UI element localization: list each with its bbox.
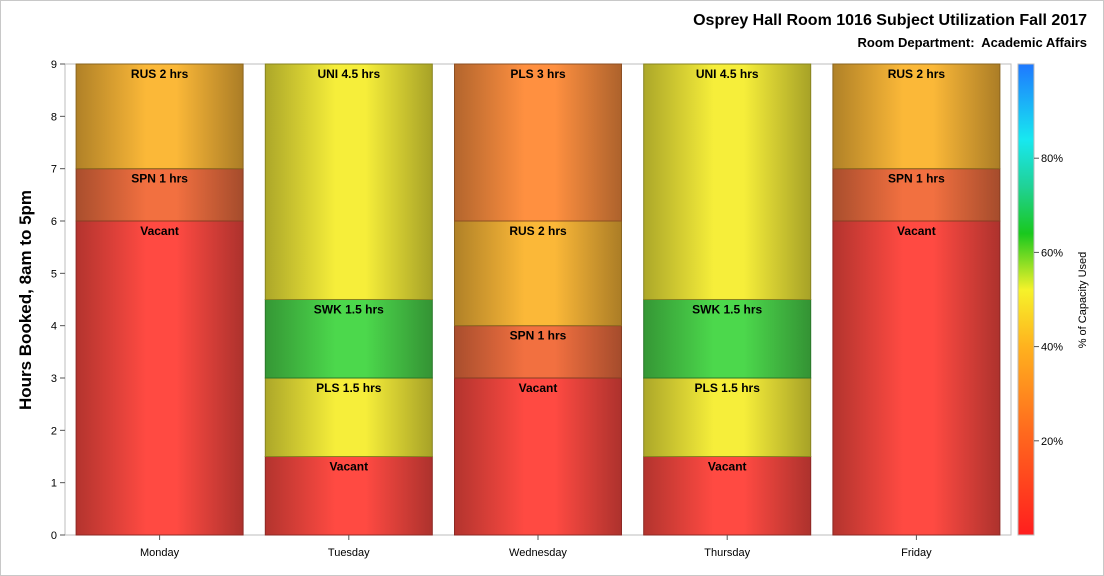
x-tick-label: Monday	[140, 547, 180, 559]
segment-label: Vacant	[897, 224, 936, 238]
colorbar-tick-label: 60%	[1041, 247, 1063, 259]
y-tick-label: 3	[51, 373, 57, 385]
colorbar-tick-label: 80%	[1041, 153, 1063, 165]
segment-label: UNI 4.5 hrs	[317, 67, 380, 81]
y-tick-label: 7	[51, 164, 57, 176]
chart-subtitle: Room Department: Academic Affairs	[857, 35, 1087, 50]
segment-label: Vacant	[329, 460, 368, 474]
segment-label: PLS 1.5 hrs	[695, 381, 761, 395]
x-tick-label: Thursday	[704, 547, 750, 559]
colorbar-tick-label: 20%	[1041, 436, 1063, 448]
segment-label: SPN 1 hrs	[888, 172, 945, 186]
segment-label: Vacant	[140, 224, 179, 238]
bar-segment	[75, 220, 244, 536]
bar-segment	[264, 377, 433, 457]
bar-segment	[75, 63, 244, 170]
y-tick-label: 4	[51, 321, 57, 333]
segment-label: UNI 4.5 hrs	[696, 67, 759, 81]
bar-segment	[832, 220, 1001, 536]
segment-label: RUS 2 hrs	[888, 67, 946, 81]
x-tick-label: Tuesday	[328, 547, 370, 559]
segment-label: SPN 1 hrs	[510, 329, 567, 343]
segment-label: SWK 1.5 hrs	[692, 303, 762, 317]
bar-segment	[264, 63, 433, 300]
x-tick-label: Wednesday	[509, 547, 567, 559]
y-tick-label: 5	[51, 268, 57, 280]
segment-label: RUS 2 hrs	[131, 67, 189, 81]
bar-segment	[643, 63, 812, 300]
bar-segment	[264, 299, 433, 379]
bar-segment	[643, 377, 812, 457]
y-tick-label: 9	[51, 59, 57, 71]
segment-label: Vacant	[519, 381, 558, 395]
y-tick-label: 8	[51, 111, 57, 123]
segment-label: PLS 1.5 hrs	[316, 381, 382, 395]
segment-label: PLS 3 hrs	[510, 67, 566, 81]
y-tick-label: 6	[51, 216, 57, 228]
segment-label: SPN 1 hrs	[131, 172, 188, 186]
bar-segment	[832, 63, 1001, 170]
bar-segment	[643, 299, 812, 379]
bar-segment	[832, 168, 1001, 222]
segment-label: RUS 2 hrs	[509, 224, 567, 238]
y-tick-label: 2	[51, 425, 57, 437]
segment-label: SWK 1.5 hrs	[314, 303, 384, 317]
bar-segment	[75, 168, 244, 222]
y-tick-label: 0	[51, 530, 57, 542]
segment-label: Vacant	[708, 460, 747, 474]
bar-segment	[454, 325, 622, 379]
y-tick-label: 1	[51, 478, 57, 490]
bar-segment	[454, 377, 622, 536]
colorbar-tick-label: 40%	[1041, 342, 1063, 354]
x-tick-label: Friday	[901, 547, 932, 559]
bar-segment	[454, 63, 622, 222]
bar-segment	[643, 456, 812, 536]
bar-segment	[454, 220, 622, 327]
chart-title: Osprey Hall Room 1016 Subject Utilizatio…	[693, 12, 1087, 29]
colorbar	[1017, 63, 1035, 536]
